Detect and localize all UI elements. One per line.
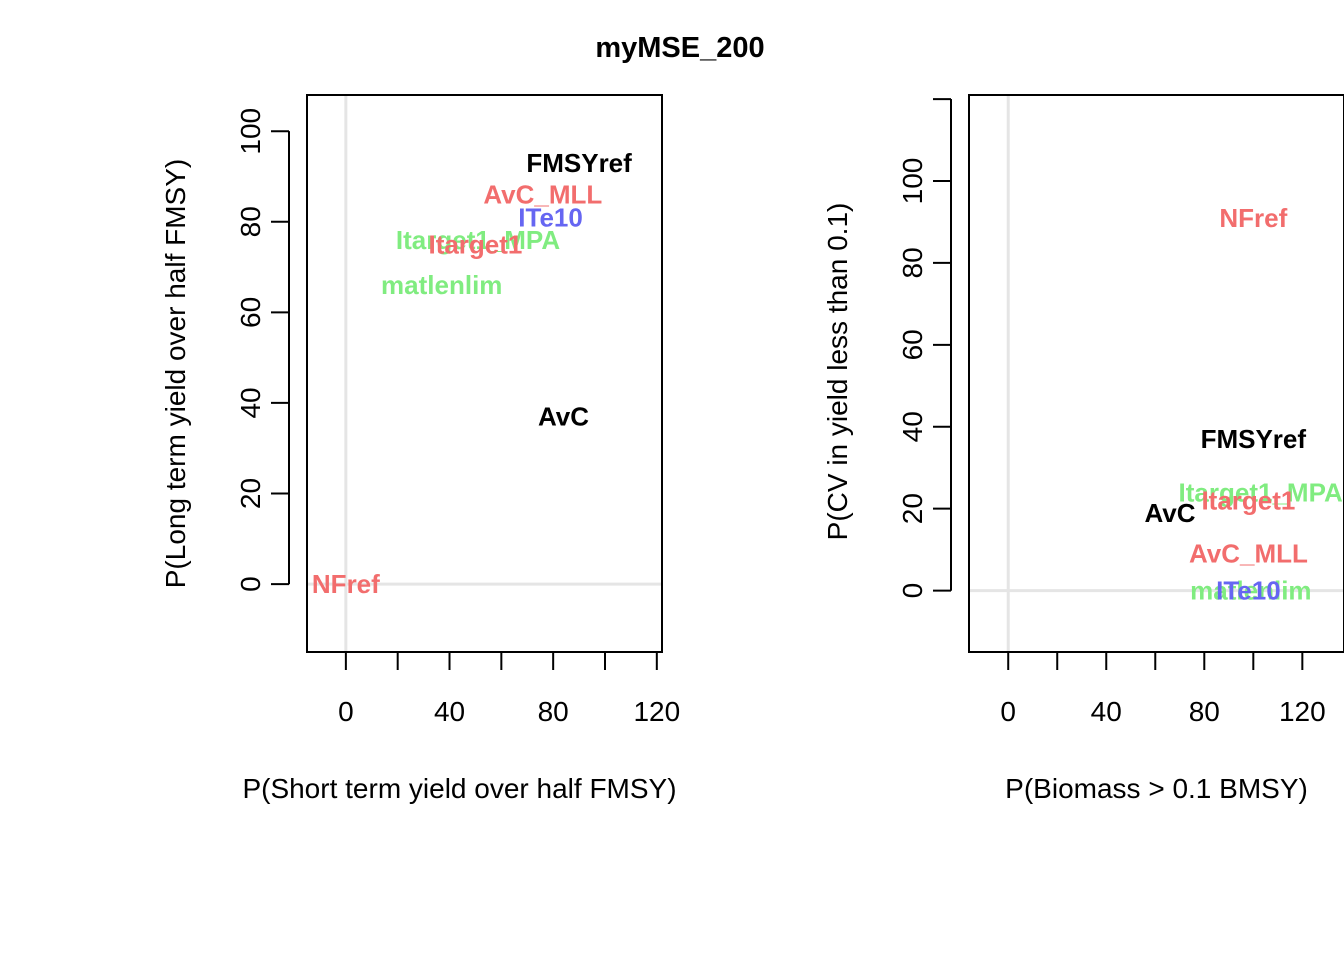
x-axis-label: P(Biomass > 0.1 BMSY) xyxy=(1005,773,1308,804)
chart-title: myMSE_200 xyxy=(595,32,764,64)
y-tick-label: 20 xyxy=(235,478,266,509)
point-label-matlenlim: matlenlim xyxy=(381,270,502,300)
point-label-fmsyref: FMSYref xyxy=(526,148,632,178)
point-label-itarget1-mpa: Itarget1_MPA xyxy=(1179,477,1343,507)
point-label-ite10: ITe10 xyxy=(518,202,583,232)
y-axis: 0 20 40 60 80 100 P(CV in yield less than 0.1) xyxy=(822,98,952,599)
y-tick-label: 0 xyxy=(897,583,928,599)
point-label-itarget1: Itarget1 xyxy=(428,229,522,259)
x-tick-label: 40 xyxy=(434,696,465,727)
reference-lines xyxy=(969,95,1344,652)
right-panel: 0 40 80 120 P(Biomass > 0.1 BMSY) 0 20 40 60 80 10… xyxy=(822,94,1344,804)
point-label-avc-mll: AvC_MLL xyxy=(1189,539,1308,569)
y-tick-label: 0 xyxy=(235,576,266,592)
y-tick-label: 60 xyxy=(897,329,928,360)
point-label-itarget1-mpa: Itarget1_MPA xyxy=(396,225,560,255)
x-tick-label: 120 xyxy=(1279,696,1326,727)
x-tick-label: 80 xyxy=(1189,696,1220,727)
point-label-matlenlim: matlenlim xyxy=(1190,576,1311,606)
x-axis: 0 40 80 120 P(Short term yield over half FMS… xyxy=(242,651,680,804)
y-tick-label: 40 xyxy=(897,411,928,442)
x-tick-label: 80 xyxy=(538,696,569,727)
y-tick-label: 80 xyxy=(897,247,928,278)
y-tick-label: 60 xyxy=(235,297,266,328)
point-label-nfref: NFref xyxy=(1219,203,1287,233)
x-tick-label: 40 xyxy=(1091,696,1122,727)
x-axis-label: P(Short term yield over half FMSY) xyxy=(242,773,676,804)
left-panel: 0 40 80 120 P(Short term yield over half FMS… xyxy=(160,94,680,804)
y-tick-label: 80 xyxy=(235,206,266,237)
y-axis: 0 20 40 60 80 100 P(Long term yield over half … xyxy=(160,108,290,592)
point-label-avc: AvC xyxy=(1144,498,1195,528)
point-label-avc: AvC xyxy=(538,402,589,432)
point-label-ite10: ITe10 xyxy=(1216,576,1281,606)
x-tick-label: 120 xyxy=(633,696,680,727)
point-label-avc-mll: AvC_MLL xyxy=(483,180,602,210)
point-label-itarget1: Itarget1 xyxy=(1201,485,1295,515)
x-tick-label: 0 xyxy=(1000,696,1016,727)
point-label-fmsyref: FMSYref xyxy=(1201,424,1307,454)
y-axis-label: P(CV in yield less than 0.1) xyxy=(822,203,853,541)
y-tick-label: 20 xyxy=(897,493,928,524)
y-tick-label: 40 xyxy=(235,387,266,418)
y-tick-label: 100 xyxy=(897,158,928,205)
y-axis-label: P(Long term yield over half FMSY) xyxy=(160,159,191,589)
x-axis: 0 40 80 120 P(Biomass > 0.1 BMSY) xyxy=(1000,651,1326,804)
point-label-nfref: NFref xyxy=(312,569,380,599)
x-tick-label: 0 xyxy=(338,696,354,727)
y-tick-label: 100 xyxy=(235,108,266,155)
reference-lines xyxy=(307,95,662,652)
